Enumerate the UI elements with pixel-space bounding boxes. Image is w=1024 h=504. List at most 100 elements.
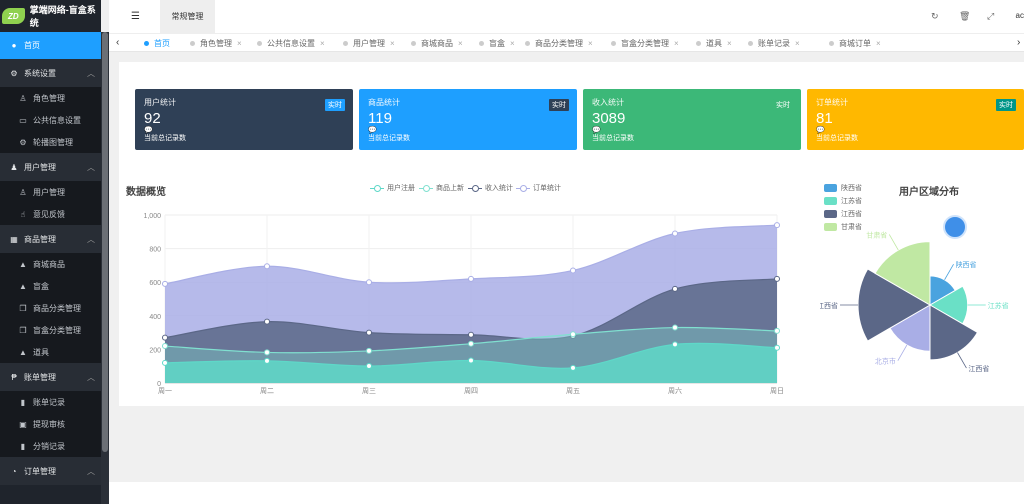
tab-label: 首页: [154, 38, 170, 48]
card-value: 92: [144, 110, 161, 127]
sidebar-group-label: 用户管理: [24, 162, 56, 172]
slice-leader-line: [888, 234, 899, 251]
tab-public-info[interactable]: 公共信息设置 ×: [257, 34, 325, 52]
legend-item[interactable]: 收入统计: [468, 183, 513, 193]
tab-props[interactable]: 道具 ×: [696, 34, 732, 52]
pie-legend-item[interactable]: 甘肃省: [824, 222, 862, 232]
legend-marker: [468, 184, 482, 192]
pie-legend-item[interactable]: 江苏省: [824, 196, 862, 206]
tab-label: 角色管理: [200, 38, 232, 48]
footer-bar: [109, 482, 1024, 504]
legend-item[interactable]: 商品上新: [419, 183, 464, 193]
close-icon[interactable]: ×: [674, 38, 679, 48]
close-icon[interactable]: ×: [390, 38, 395, 48]
y-tick-label: 1,000: [143, 213, 161, 220]
menu-toggle-icon[interactable]: ☰: [131, 11, 140, 22]
tab-dot: [411, 40, 416, 46]
app-logo[interactable]: ZD 掌端网络-盲盒系统: [0, 0, 101, 32]
user-menu[interactable]: ac: [1015, 11, 1024, 20]
chart-title-region: 用户区域分布: [899, 187, 959, 198]
gears-icon: ⚙: [10, 68, 18, 78]
tab-dot: [748, 40, 753, 46]
tab-dot: [611, 40, 616, 46]
pie-legend-item[interactable]: 江西省: [824, 209, 862, 219]
sidebar-group-system[interactable]: ⚙ 系统设置 ︿: [0, 59, 101, 87]
sidebar-group-goods[interactable]: ▦ 商品管理 ︿: [0, 225, 101, 253]
tabs-scroll-right-icon[interactable]: ›: [1017, 37, 1021, 48]
close-icon[interactable]: ×: [320, 38, 325, 48]
close-icon[interactable]: ×: [795, 38, 800, 48]
sidebar-item-withdraw[interactable]: ▣ 提现审核: [0, 413, 101, 435]
close-icon[interactable]: ×: [510, 38, 515, 48]
sidebar-scrollbar[interactable]: [101, 32, 109, 504]
pie-legend-item[interactable]: 陕西省: [824, 183, 862, 193]
close-icon[interactable]: ×: [588, 38, 593, 48]
close-icon[interactable]: ×: [876, 38, 881, 48]
legend-item[interactable]: 用户注册: [370, 183, 415, 193]
legend-marker: [370, 184, 384, 192]
sidebar-item-bill-records[interactable]: ▮ 账单记录: [0, 391, 101, 413]
sidebar-group-users[interactable]: ♟ 用户管理 ︿: [0, 153, 101, 181]
refresh-icon[interactable]: ↻: [931, 11, 939, 21]
sidebar-item-public-info[interactable]: ▭ 公共信息设置: [0, 109, 101, 131]
clear-icon[interactable]: 🗑: [959, 11, 971, 21]
chart-title-overview: 数据概览: [126, 187, 166, 198]
slice-label: 陕西省: [956, 260, 977, 269]
tab-roles[interactable]: 角色管理 ×: [190, 34, 242, 52]
legend-label: 订单统计: [533, 185, 561, 192]
laptop-icon: ▭: [19, 115, 27, 125]
sidebar-item-label: 分销记录: [33, 441, 65, 451]
tab-mall-orders[interactable]: 商城订单 ×: [829, 34, 881, 52]
data-point: [672, 324, 678, 331]
sidebar-group-bills[interactable]: ₱ 账单管理 ︿: [0, 363, 101, 391]
comment-icon: 💬: [816, 127, 825, 134]
x-tick-label: 周四: [464, 387, 478, 395]
sidebar-item-mall-goods[interactable]: ▲ 商城商品: [0, 253, 101, 275]
tab-dot: [479, 40, 484, 46]
sidebar-item-user-manage[interactable]: ♙ 用户管理: [0, 181, 101, 203]
close-icon[interactable]: ×: [237, 38, 242, 48]
data-point: [774, 222, 780, 229]
tab-label: 商城订单: [839, 38, 871, 48]
legend-label: 江苏省: [841, 198, 862, 205]
sidebar-item-goods-category[interactable]: ❐ 商品分类管理: [0, 297, 101, 319]
sidebar-item-box-category[interactable]: ❐ 盲盒分类管理: [0, 319, 101, 341]
tab-blindbox[interactable]: 盲盒 ×: [479, 34, 515, 52]
fullscreen-icon[interactable]: ⤢: [987, 11, 995, 21]
chevron-up-icon: ︿: [87, 373, 95, 382]
legend-swatch: [824, 197, 837, 205]
tab-dot: [696, 40, 701, 46]
tab-users[interactable]: 用户管理 ×: [343, 34, 395, 52]
tab-mall-goods[interactable]: 商城商品 ×: [411, 34, 463, 52]
chevron-up-icon: ︿: [87, 235, 95, 244]
legend-item[interactable]: 订单统计: [516, 183, 561, 193]
tabs-scroll-left-icon[interactable]: ‹: [116, 37, 120, 48]
sidebar-item-distribution[interactable]: ▮ 分销记录: [0, 435, 101, 457]
sidebar-item-feedback[interactable]: ☝ 意见反馈: [0, 203, 101, 225]
tab-bills[interactable]: 账单记录 ×: [748, 34, 800, 52]
tab-label: 商城商品: [421, 38, 453, 48]
pie-slice: [874, 241, 931, 306]
tab-home[interactable]: 首页: [144, 34, 170, 52]
close-icon[interactable]: ×: [727, 38, 732, 48]
scrollbar-thumb[interactable]: [102, 32, 108, 452]
comment-icon: 💬: [144, 127, 153, 134]
sidebar-group-label: 账单管理: [24, 372, 56, 382]
header-tab-general[interactable]: 常规管理: [160, 0, 215, 33]
sidebar-group-orders[interactable]: ◔ 订单管理 ︿: [0, 457, 101, 485]
sidebar-item-blindbox[interactable]: ▲ 盲盒: [0, 275, 101, 297]
sidebar-item-roles[interactable]: ♙ 角色管理: [0, 87, 101, 109]
sidebar-item-label: 商品分类管理: [33, 303, 81, 313]
sidebar-item-label: 盲盒: [33, 281, 49, 291]
tab-goods-category[interactable]: 商品分类管理 ×: [525, 34, 593, 52]
tab-box-category[interactable]: 盲盒分类管理 ×: [611, 34, 679, 52]
sidebar-item-carousel[interactable]: ⚙ 轮播图管理: [0, 131, 101, 153]
data-point: [468, 357, 474, 364]
home-icon: ●: [11, 41, 17, 50]
sidebar-item-home[interactable]: ● 首页: [0, 32, 101, 59]
tab-label: 用户管理: [353, 38, 385, 48]
legend-marker: [419, 184, 433, 192]
sidebar-item-props[interactable]: ▲ 道具: [0, 341, 101, 363]
data-point: [774, 344, 780, 351]
close-icon[interactable]: ×: [458, 38, 463, 48]
